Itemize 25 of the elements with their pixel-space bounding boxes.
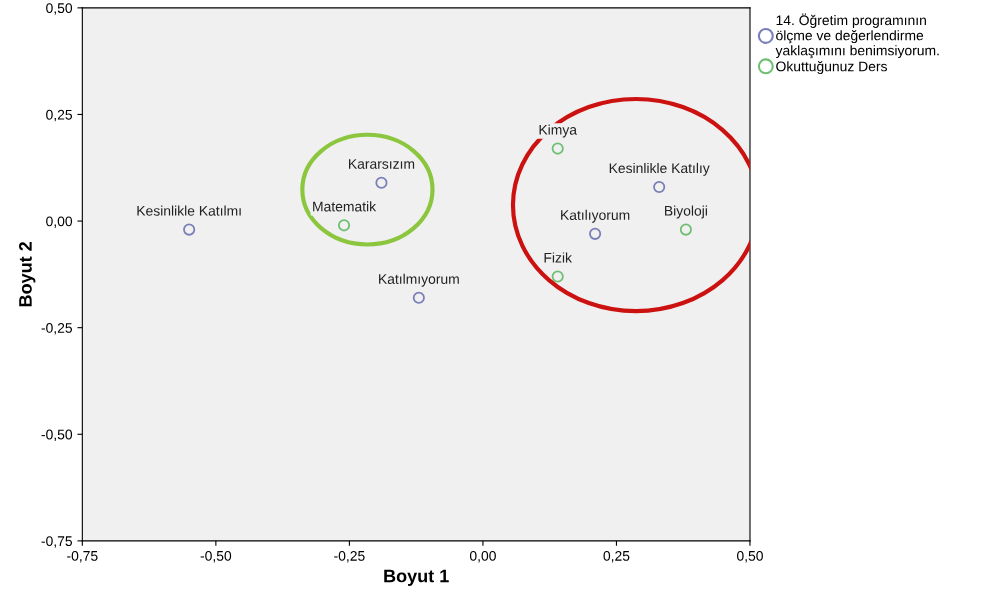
legend-label: Okuttuğunuz Ders: [776, 60, 887, 75]
annotation: Fizik: [544, 252, 572, 263]
annotation: Biyoloji: [665, 205, 707, 219]
x-tick-label: -0,75: [67, 550, 98, 563]
x-tick-label: -0,50: [200, 550, 232, 563]
x-tick-label: 0,50: [737, 550, 763, 563]
annotation: Kesinlikle Katılıy: [609, 162, 710, 176]
annotation: Katılmıyorum: [379, 273, 459, 287]
annotation: Matematik: [313, 201, 377, 212]
y-tick-label: 0,25: [46, 109, 73, 122]
x-axis-title: Boyut 1: [384, 569, 449, 586]
y-tick-label: -0,25: [41, 323, 73, 335]
y-tick-label: -0,50: [41, 429, 73, 442]
annotation: Kimya: [539, 124, 577, 138]
x-tick-label: 0,00: [469, 550, 496, 563]
legend-label: 14. Öğretim programının ölçme ve değerlendirme yaklaşımını benimsiyorum.: [775, 13, 939, 59]
y-axis-title: Boyut 2: [19, 241, 36, 307]
x-tick-label: -0,25: [334, 550, 365, 563]
annotation: Katılıyorum: [561, 209, 630, 223]
y-tick-label: 0,00: [46, 216, 73, 228]
y-tick-label: -0,75: [41, 536, 73, 548]
annotation: Kesinlikle Katılmı: [137, 205, 241, 216]
y-tick-label: 0,50: [46, 3, 73, 15]
annotation: Kararsızım: [349, 159, 415, 169]
x-tick-label: 0,25: [603, 550, 630, 563]
